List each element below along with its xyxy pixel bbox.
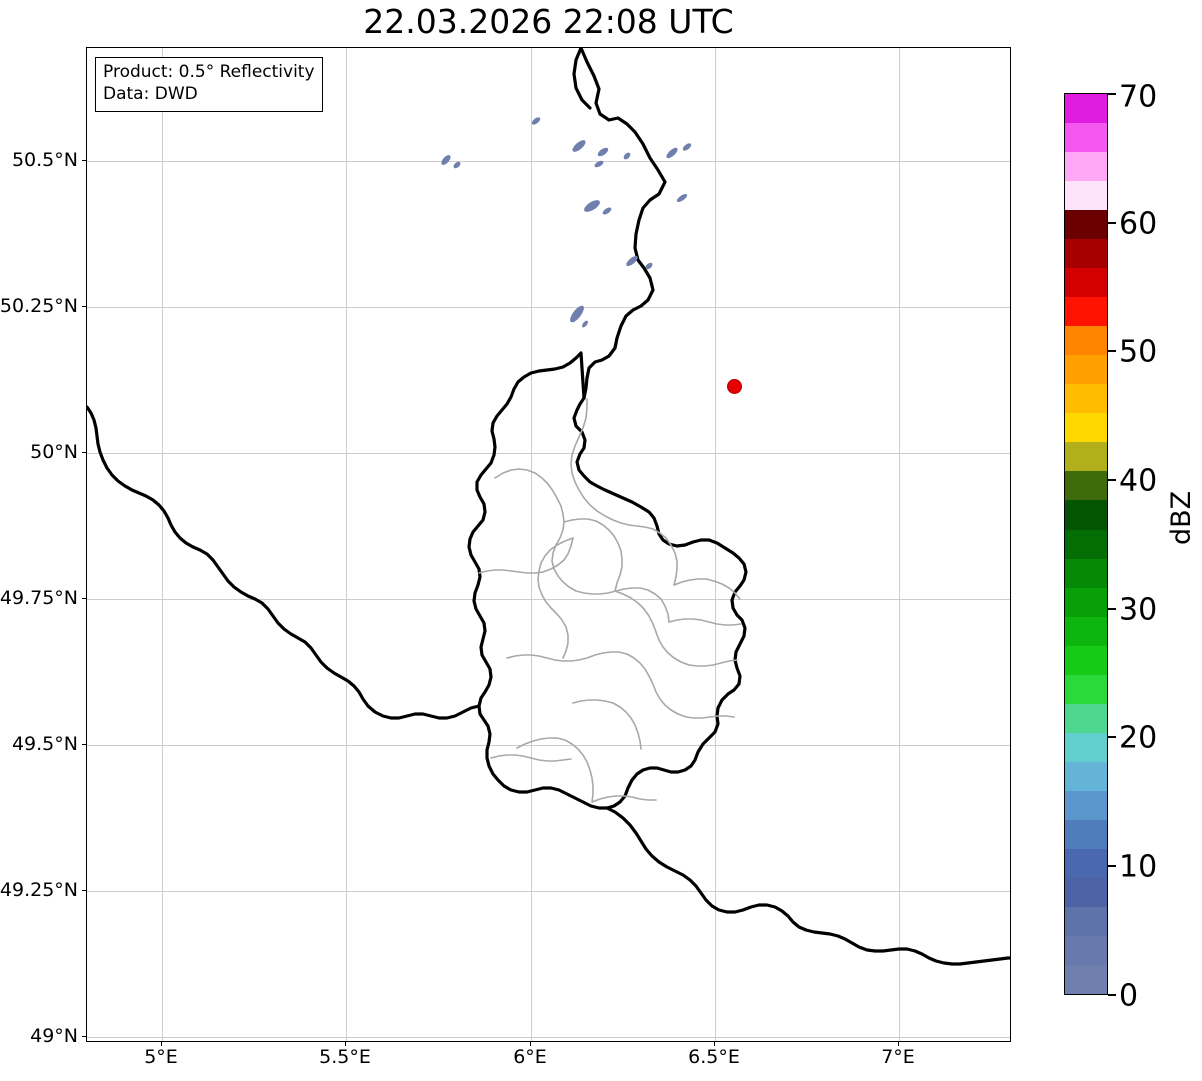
gridline-x-5 bbox=[162, 48, 163, 1041]
colorbar-segment-14 bbox=[1065, 558, 1107, 588]
country-borders bbox=[87, 48, 1010, 966]
colorbar-segment-5 bbox=[1065, 819, 1107, 849]
ytick-mark bbox=[82, 1036, 86, 1038]
colorbar-tick bbox=[1108, 608, 1116, 610]
gridline-y-50.5 bbox=[87, 161, 1010, 162]
ytick-label-49.25: 49.25°N bbox=[0, 879, 78, 901]
colorbar-label-30: 30 bbox=[1119, 592, 1158, 628]
gridline-y-49.5 bbox=[87, 745, 1010, 746]
colorbar-label-70: 70 bbox=[1119, 79, 1158, 115]
colorbar[interactable] bbox=[1064, 93, 1108, 995]
colorbar-segment-23 bbox=[1065, 297, 1107, 327]
colorbar-segment-17 bbox=[1065, 471, 1107, 501]
colorbar-tick bbox=[1108, 994, 1116, 996]
colorbar-segment-10 bbox=[1065, 674, 1107, 704]
colorbar-tick bbox=[1108, 736, 1116, 738]
gridline-x-6 bbox=[531, 48, 532, 1041]
xtick-mark bbox=[161, 1042, 163, 1046]
colorbar-label-10: 10 bbox=[1119, 849, 1158, 885]
colorbar-segment-11 bbox=[1065, 645, 1107, 675]
colorbar-segment-27 bbox=[1065, 181, 1107, 211]
ytick-label-50: 50°N bbox=[30, 441, 78, 463]
map-geometry bbox=[87, 48, 1010, 966]
colorbar-segment-6 bbox=[1065, 790, 1107, 820]
xtick-label-6: 6°E bbox=[513, 1046, 547, 1068]
gridline-y-50.25 bbox=[87, 307, 1010, 308]
ytick-label-49: 49°N bbox=[30, 1025, 78, 1047]
colorbar-segment-30 bbox=[1065, 94, 1107, 124]
colorbar-segment-24 bbox=[1065, 268, 1107, 298]
colorbar-segment-8 bbox=[1065, 732, 1107, 762]
ytick-label-49.75: 49.75°N bbox=[0, 587, 78, 609]
info-data-source: Data: DWD bbox=[103, 83, 198, 104]
map-clip bbox=[87, 48, 1010, 1041]
colorbar-tick bbox=[1108, 865, 1116, 867]
gridline-y-49.25 bbox=[87, 891, 1010, 892]
product-info-box: Product: 0.5° Reflectivity Data: DWD bbox=[95, 57, 323, 112]
gridline-x-7 bbox=[899, 48, 900, 1041]
colorbar-tick bbox=[1108, 350, 1116, 352]
colorbar-segment-13 bbox=[1065, 587, 1107, 617]
ytick-mark bbox=[82, 598, 86, 600]
admin-borders bbox=[478, 398, 742, 803]
colorbar-label-0: 0 bbox=[1119, 978, 1139, 1014]
gridline-x-6.5 bbox=[715, 48, 716, 1041]
ytick-mark bbox=[82, 452, 86, 454]
colorbar-label-60: 60 bbox=[1119, 206, 1158, 242]
xtick-mark bbox=[898, 1042, 900, 1046]
xtick-label-6.5: 6.5°E bbox=[688, 1046, 740, 1068]
colorbar-segment-0 bbox=[1065, 964, 1107, 994]
colorbar-tick bbox=[1108, 222, 1116, 224]
colorbar-segment-26 bbox=[1065, 210, 1107, 240]
colorbar-segment-18 bbox=[1065, 442, 1107, 472]
colorbar-segment-2 bbox=[1065, 906, 1107, 936]
colorbar-unit-label: dBZ bbox=[1166, 490, 1197, 545]
gridline-y-49.75 bbox=[87, 599, 1010, 600]
xtick-label-7: 7°E bbox=[881, 1046, 915, 1068]
colorbar-label-40: 40 bbox=[1119, 463, 1158, 499]
colorbar-segment-15 bbox=[1065, 529, 1107, 559]
ytick-mark bbox=[82, 160, 86, 162]
xtick-mark bbox=[345, 1042, 347, 1046]
colorbar-segment-21 bbox=[1065, 355, 1107, 385]
colorbar-segment-7 bbox=[1065, 761, 1107, 791]
colorbar-segment-4 bbox=[1065, 848, 1107, 878]
colorbar-label-20: 20 bbox=[1119, 720, 1158, 756]
colorbar-segment-12 bbox=[1065, 616, 1107, 646]
colorbar-segment-19 bbox=[1065, 413, 1107, 443]
gridline-y-50 bbox=[87, 453, 1010, 454]
colorbar-segment-29 bbox=[1065, 123, 1107, 153]
colorbar-segment-3 bbox=[1065, 877, 1107, 907]
ytick-mark bbox=[82, 306, 86, 308]
ytick-label-49.5: 49.5°N bbox=[11, 733, 78, 755]
ytick-label-50.25: 50.25°N bbox=[0, 295, 78, 317]
ytick-mark bbox=[82, 890, 86, 892]
colorbar-label-50: 50 bbox=[1119, 334, 1158, 370]
colorbar-segment-9 bbox=[1065, 703, 1107, 733]
ytick-mark bbox=[82, 744, 86, 746]
ytick-label-50.5: 50.5°N bbox=[11, 149, 78, 171]
gridline-x-5.5 bbox=[346, 48, 347, 1041]
gridline-y-49 bbox=[87, 1037, 1010, 1038]
colorbar-segment-25 bbox=[1065, 239, 1107, 269]
colorbar-segment-16 bbox=[1065, 500, 1107, 530]
colorbar-tick bbox=[1108, 93, 1116, 95]
colorbar-tick bbox=[1108, 479, 1116, 481]
colorbar-gradient bbox=[1064, 93, 1108, 995]
colorbar-segment-1 bbox=[1065, 935, 1107, 965]
xtick-mark bbox=[714, 1042, 716, 1046]
figure-title: 22.03.2026 22:08 UTC bbox=[363, 2, 734, 41]
colorbar-segment-20 bbox=[1065, 384, 1107, 414]
radar-site-marker[interactable] bbox=[727, 379, 742, 394]
xtick-mark bbox=[530, 1042, 532, 1046]
colorbar-segment-28 bbox=[1065, 152, 1107, 182]
colorbar-segment-22 bbox=[1065, 326, 1107, 356]
map-panel[interactable] bbox=[86, 47, 1011, 1042]
xtick-label-5: 5°E bbox=[144, 1046, 178, 1068]
radar-echoes bbox=[441, 117, 692, 328]
xtick-label-5.5: 5.5°E bbox=[319, 1046, 371, 1068]
info-product: Product: 0.5° Reflectivity bbox=[103, 62, 315, 82]
